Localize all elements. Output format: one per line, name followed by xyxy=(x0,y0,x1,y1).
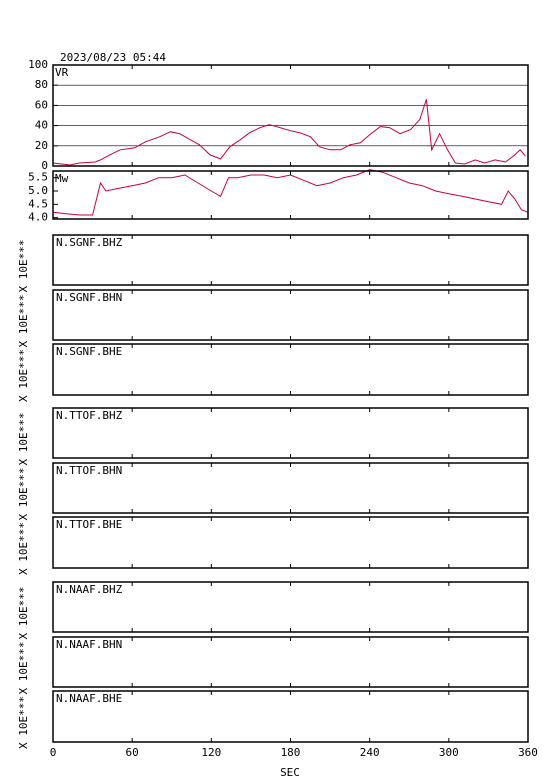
y-tick-label: 4.0 xyxy=(28,211,48,224)
y-axis-label: X 10E*** xyxy=(17,696,30,749)
panel-frame xyxy=(52,581,529,633)
y-tick-label: 20 xyxy=(35,139,48,152)
y-axis-label: X 10E*** xyxy=(17,468,30,521)
panel-title: N.NAAF.BHN xyxy=(56,638,122,651)
x-axis-label: SEC xyxy=(280,766,300,779)
y-axis-label: X 10E*** xyxy=(17,587,30,640)
x-tick-label: 60 xyxy=(126,746,139,759)
panel-frame xyxy=(52,462,529,514)
panel-frame xyxy=(52,289,529,341)
x-tick-label: 300 xyxy=(439,746,459,759)
y-tick-label: 80 xyxy=(35,78,48,91)
panel-title: N.SGNF.BHZ xyxy=(56,236,123,249)
x-tick-label: 0 xyxy=(50,746,57,759)
y-axis-label: X 10E*** xyxy=(17,240,30,293)
y-axis-label: X 10E*** xyxy=(17,413,30,466)
y-axis-label: X 10E*** xyxy=(17,522,30,575)
y-axis-label: X 10E*** xyxy=(17,642,30,695)
x-tick-label: 240 xyxy=(360,746,380,759)
y-tick-label: 100 xyxy=(28,58,48,71)
x-tick-label: 180 xyxy=(281,746,301,759)
x-tick-label: 360 xyxy=(518,746,538,759)
y-axis-label: X 10E*** xyxy=(17,349,30,402)
series-label: Mw xyxy=(55,172,69,185)
y-tick-label: 5.0 xyxy=(28,184,48,197)
panel-frame xyxy=(52,407,529,459)
series-line xyxy=(52,99,526,166)
y-tick-label: 0 xyxy=(41,159,48,172)
panel-frame xyxy=(52,170,529,220)
panel-title: N.TTOF.BHE xyxy=(56,518,122,531)
panel-title: N.SGNF.BHE xyxy=(56,345,122,358)
x-tick-label: 120 xyxy=(201,746,221,759)
panel-frame xyxy=(52,516,529,569)
panel-title: N.TTOF.BHZ xyxy=(56,409,123,422)
panel-title: N.TTOF.BHN xyxy=(56,464,122,477)
y-tick-label: 4.5 xyxy=(28,197,48,210)
y-tick-label: 5.5 xyxy=(28,171,48,184)
panel-frame xyxy=(52,690,529,743)
panel-frame xyxy=(52,343,529,396)
panel-frame xyxy=(52,64,529,167)
series-label: VR xyxy=(55,66,69,79)
panel-title: N.NAAF.BHZ xyxy=(56,583,123,596)
panel-frame xyxy=(52,234,529,286)
series-line xyxy=(52,169,529,216)
panel-frame xyxy=(52,636,529,688)
y-tick-label: 40 xyxy=(35,119,48,132)
chart-title: 2023/08/23 05:44 xyxy=(60,51,166,64)
panel-title: N.NAAF.BHE xyxy=(56,692,122,705)
panel-title: N.SGNF.BHN xyxy=(56,291,122,304)
y-tick-label: 60 xyxy=(35,98,48,111)
y-axis-label: X 10E*** xyxy=(17,295,30,348)
